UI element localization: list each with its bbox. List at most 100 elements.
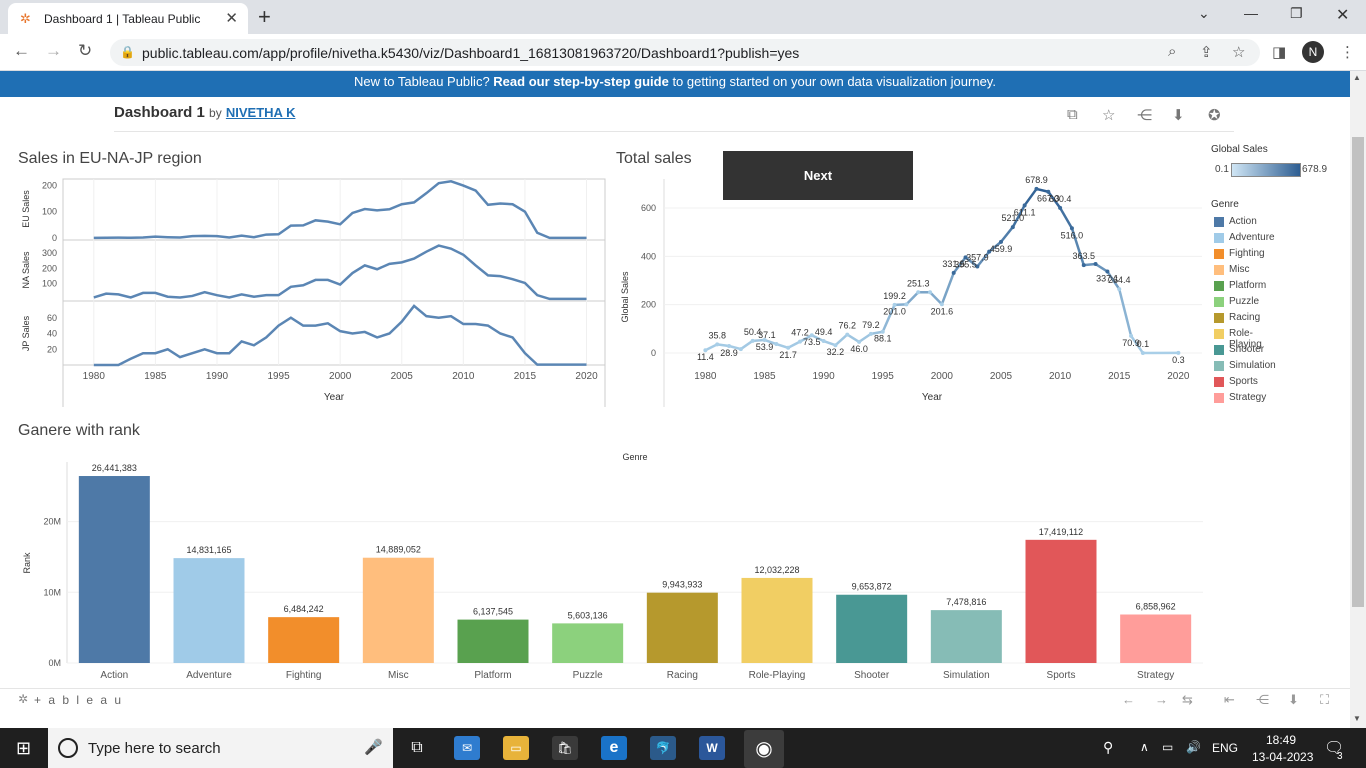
volume-icon[interactable]: 🔊 [1186,740,1201,754]
data-label: 331.5 [942,259,965,269]
new-tab-icon[interactable]: + [258,4,271,29]
total-sales-point [904,302,909,307]
gradient-max: 678.9 [1302,164,1328,175]
forward-icon[interactable]: → [45,41,62,60]
legend-swatch [1214,377,1224,387]
panel-ylabel: EU Sales [21,190,31,228]
banner-suffix: to getting started on your own data visu… [668,74,996,89]
word-icon[interactable]: W [699,736,725,760]
clock-date[interactable]: 13-04-2023 [1252,750,1314,764]
undo-icon[interactable]: ← [1122,692,1135,707]
page-scrollbar[interactable] [1350,71,1366,728]
close-window-icon[interactable]: ✕ [1336,7,1350,24]
scrollbar-thumb[interactable] [1352,137,1364,607]
bar-value-label: 26,441,383 [92,463,137,473]
browser-tab[interactable]: ✲ Dashboard 1 | Tableau Public ✕ [8,3,248,34]
data-label: 11.4 [697,352,714,362]
legend-swatch [1214,345,1224,355]
legend-label: Puzzle [1229,296,1260,307]
clock-time[interactable]: 18:49 [1266,733,1297,747]
total-sales-point [998,239,1003,244]
data-label: 199.2 [883,291,906,301]
total-sales-point [809,333,814,338]
fullscreen-icon[interactable]: ⛶ [1320,692,1330,707]
side-panel-icon[interactable]: ◨ [1272,44,1287,61]
legend-label: Racing [1229,312,1261,323]
share-viz-icon[interactable]: ⋲ [1256,692,1269,707]
total-sales-point [786,345,791,350]
x-tick-label: 2010 [1049,371,1072,382]
profile-avatar[interactable]: N [1302,41,1324,63]
back-icon[interactable]: ← [13,41,30,60]
taskbar-search[interactable]: Type here to search 🎤 [48,728,393,768]
data-label: 37.1 [758,330,776,340]
download-icon[interactable]: ⬇ [1172,107,1185,124]
x-tick-label: 2020 [575,371,598,382]
close-tab-icon[interactable]: ✕ [225,10,238,27]
total-sales-point [750,338,755,343]
reset-icon[interactable]: ⇤ [1224,692,1235,707]
scroll-down-icon[interactable]: ▼ [1353,714,1361,723]
scroll-up-icon[interactable]: ▲ [1353,73,1361,82]
total-sales-point [939,302,944,307]
revert-icon[interactable]: ⇆ [1182,692,1193,707]
bookmark-star-icon[interactable]: ☆ [1232,44,1246,61]
bar-value-label: 7,478,816 [946,597,986,607]
reload-icon[interactable]: ↻ [78,41,93,60]
data-label: 201.0 [883,306,906,316]
windows-start-icon[interactable]: ⊞ [16,738,32,758]
total-sales-point [916,290,921,295]
redo-icon[interactable]: → [1155,692,1168,707]
total-sales-point [1058,205,1063,210]
url-bar[interactable]: 🔒 public.tableau.com/app/profile/nivetha… [110,39,1260,66]
y-tick-label: 0 [52,233,57,243]
data-label: 611.1 [1014,207,1036,217]
bar-fighting [268,617,340,663]
data-label: 73.5 [803,337,821,347]
total-sales-segment [704,343,718,352]
data-label: 667.3 [1037,194,1060,204]
file-explorer-icon[interactable]: ▭ [503,736,529,760]
share-icon[interactable]: ⋲ [1137,107,1152,124]
tab-search-icon[interactable]: ⌄ [1198,5,1210,21]
cortana-icon [58,738,78,758]
store-icon[interactable]: 🛍 [552,736,578,760]
mysql-icon[interactable]: 🐬 [650,736,676,760]
banner-guide-link[interactable]: Read our step-by-step guide [493,74,669,89]
total-sales-segment [740,339,754,351]
next-button[interactable]: Next [723,151,913,200]
language-indicator[interactable]: ENG [1212,741,1239,755]
gradient-min: 0.1 [1215,164,1229,175]
chrome-icon[interactable]: ◉ [744,730,784,768]
legend-label: Misc [1229,264,1250,275]
data-label: 678.9 [1025,175,1048,185]
total-sales-segment [952,256,967,274]
series-line-eu-sales [93,180,587,240]
bar-value-label: 6,858,962 [1136,601,1176,611]
total-sales-point [774,342,779,347]
author-link[interactable]: NIVETHA K [225,105,296,120]
mail-icon[interactable]: ✉ [454,736,480,760]
copy-icon[interactable]: ⧉ [1067,106,1078,123]
restore-icon[interactable]: ❐ [1290,5,1303,21]
notification-icon[interactable]: 🗨 [1324,740,1345,757]
zoom-icon[interactable]: ⌕ [1168,43,1177,60]
legend-swatch [1214,265,1224,275]
mic-icon[interactable]: 🎤 [364,739,383,756]
badge-icon[interactable]: ✪ [1208,107,1221,124]
battery-icon[interactable]: ▭ [1162,740,1174,754]
x-tick-label: 1990 [206,371,229,382]
category-label: Adventure [186,670,232,681]
download-viz-icon[interactable]: ⬇ [1288,692,1299,707]
total-sales-segment [976,250,991,268]
category-label: Misc [388,670,409,681]
edge-icon[interactable]: e [601,736,627,760]
minimize-icon[interactable]: — [1244,5,1258,21]
menu-kebab-icon[interactable]: ⋮ [1340,44,1355,61]
task-view-icon[interactable]: ⧉ [411,739,423,756]
banner-prefix: New to Tableau Public? [354,74,494,89]
people-icon[interactable]: ⚲ [1103,739,1114,755]
favorite-star-icon[interactable]: ☆ [1102,107,1116,124]
tray-chevron-icon[interactable]: ∧ [1140,740,1149,754]
share-icon[interactable]: ⇪ [1200,44,1213,61]
